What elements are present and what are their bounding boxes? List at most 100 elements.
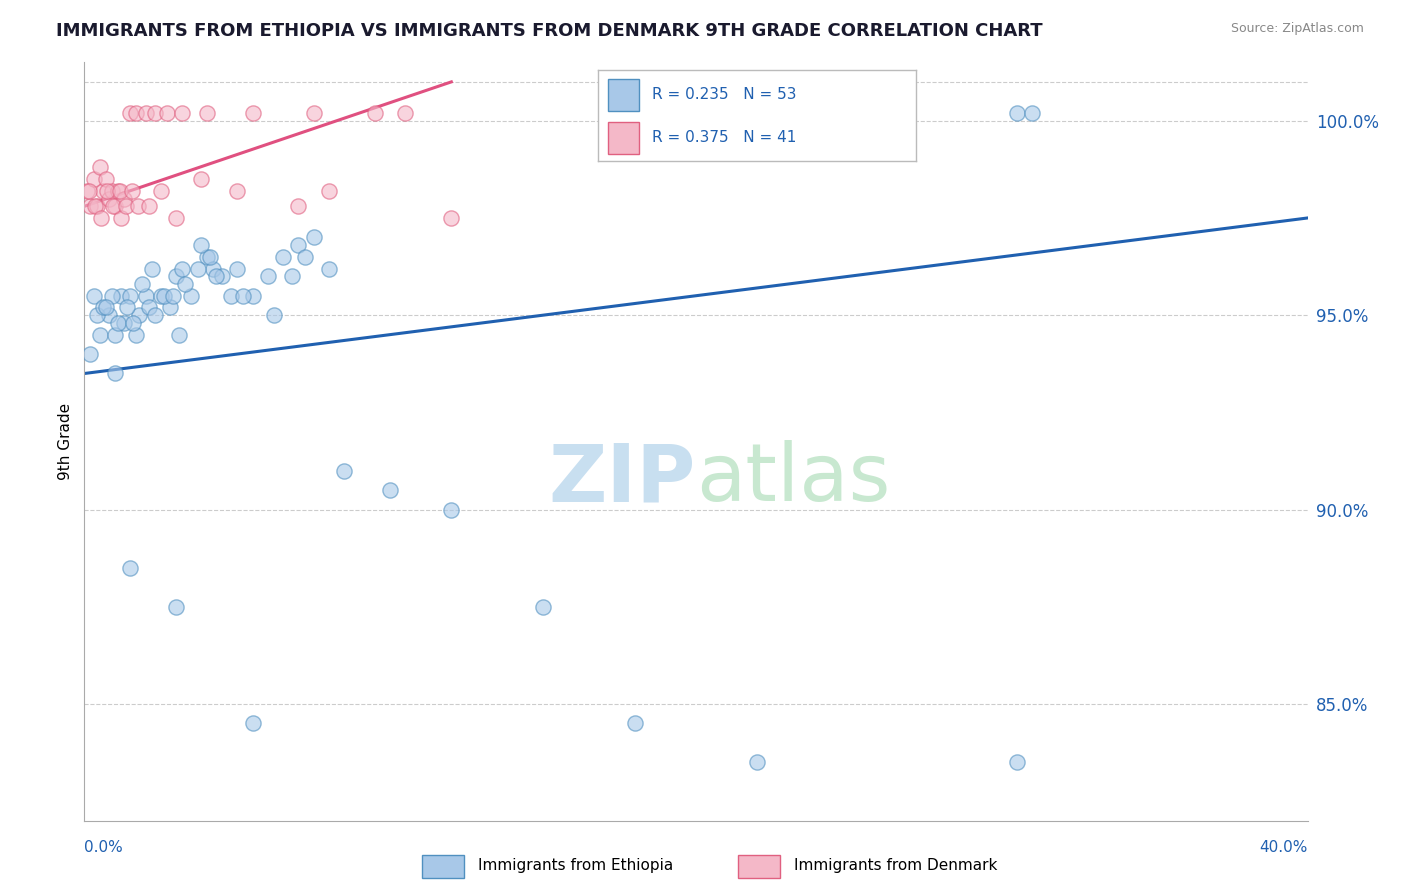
Point <box>135 106 157 120</box>
Point <box>302 230 325 244</box>
Point <box>318 184 340 198</box>
Point <box>172 261 194 276</box>
Point <box>94 301 117 315</box>
Point <box>219 289 242 303</box>
Point <box>138 301 160 315</box>
Point <box>294 250 316 264</box>
Point <box>624 716 647 731</box>
Point <box>96 184 118 198</box>
Point <box>120 106 142 120</box>
Point <box>114 199 136 213</box>
Point <box>156 106 179 120</box>
Point <box>153 289 176 303</box>
Point <box>104 327 127 342</box>
Point <box>77 184 100 198</box>
Point <box>747 756 769 770</box>
Point <box>165 599 187 614</box>
Point <box>281 269 304 284</box>
Text: atlas: atlas <box>696 441 890 518</box>
Point <box>1005 106 1028 120</box>
Point <box>86 308 108 322</box>
Point <box>89 327 111 342</box>
Point <box>190 172 212 186</box>
Point <box>122 316 145 330</box>
Point <box>107 316 129 330</box>
Point <box>162 289 184 303</box>
Point <box>128 308 150 322</box>
Point <box>110 289 132 303</box>
Point <box>83 172 105 186</box>
Point <box>90 211 112 225</box>
Point <box>180 289 202 303</box>
Point <box>103 199 125 213</box>
Point <box>440 211 463 225</box>
Text: 40.0%: 40.0% <box>1260 840 1308 855</box>
Point <box>242 716 264 731</box>
Point <box>201 261 224 276</box>
Point <box>83 289 105 303</box>
Point <box>120 561 142 575</box>
Point <box>91 184 114 198</box>
Point <box>86 199 108 213</box>
Point <box>394 106 416 120</box>
Point <box>125 106 148 120</box>
Point <box>440 502 463 516</box>
Text: 0.0%: 0.0% <box>84 840 124 855</box>
Point <box>135 289 157 303</box>
Point <box>211 269 233 284</box>
Point <box>121 184 143 198</box>
Point <box>333 464 356 478</box>
Text: Immigrants from Ethiopia: Immigrants from Ethiopia <box>478 858 673 872</box>
Point <box>226 184 249 198</box>
Point <box>131 277 153 291</box>
Point <box>271 250 294 264</box>
Point <box>165 269 187 284</box>
Point <box>138 199 160 213</box>
Point <box>531 599 554 614</box>
Point <box>318 261 340 276</box>
Point <box>108 184 131 198</box>
Point <box>195 106 218 120</box>
Point <box>232 289 254 303</box>
Point <box>107 184 129 198</box>
Point <box>76 184 98 198</box>
Point <box>149 184 172 198</box>
Point <box>186 261 208 276</box>
Point <box>242 106 264 120</box>
Point <box>1021 106 1043 120</box>
FancyBboxPatch shape <box>422 855 464 878</box>
Point <box>101 289 124 303</box>
Text: IMMIGRANTS FROM ETHIOPIA VS IMMIGRANTS FROM DENMARK 9TH GRADE CORRELATION CHART: IMMIGRANTS FROM ETHIOPIA VS IMMIGRANTS F… <box>56 22 1043 40</box>
Point <box>104 367 127 381</box>
Point <box>174 277 197 291</box>
Point <box>97 192 120 206</box>
Point <box>263 308 285 322</box>
Point <box>127 199 149 213</box>
Point <box>97 308 120 322</box>
Point <box>172 106 194 120</box>
Text: ZIP: ZIP <box>548 441 696 518</box>
Point <box>364 106 387 120</box>
Text: Source: ZipAtlas.com: Source: ZipAtlas.com <box>1230 22 1364 36</box>
Point <box>302 106 325 120</box>
Text: Immigrants from Denmark: Immigrants from Denmark <box>794 858 998 872</box>
Point <box>143 106 166 120</box>
Point <box>198 250 221 264</box>
Point <box>149 289 172 303</box>
Point <box>94 172 117 186</box>
Point <box>125 327 148 342</box>
Point <box>242 289 264 303</box>
Point <box>287 199 309 213</box>
Point <box>91 301 114 315</box>
Point <box>89 161 111 175</box>
Point <box>110 211 132 225</box>
Y-axis label: 9th Grade: 9th Grade <box>58 403 73 480</box>
Point <box>165 211 187 225</box>
Point <box>190 238 212 252</box>
Point <box>79 347 101 361</box>
Point <box>159 301 181 315</box>
Point <box>79 199 101 213</box>
Point <box>167 327 190 342</box>
Point <box>380 483 402 497</box>
Point <box>104 199 127 213</box>
